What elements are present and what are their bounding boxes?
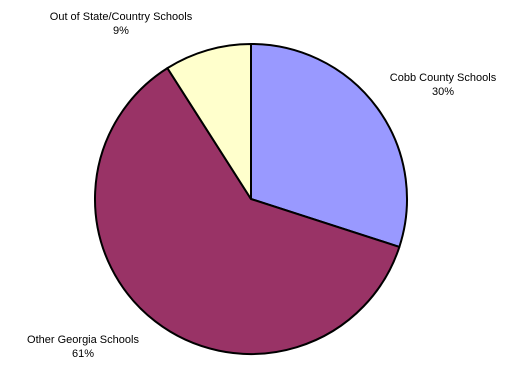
data-label-percent-cobb-county-schools: 30% — [432, 86, 454, 98]
data-label-percent-out-of-state-country-schools: 9% — [113, 25, 129, 37]
data-label-name-cobb-county-schools: Cobb County Schools — [390, 72, 497, 84]
pie-slice-cobb-county-schools — [250, 43, 408, 248]
pie-slice-other-georgia-schools — [94, 67, 401, 356]
data-label-name-out-of-state-country-schools: Out of State/Country Schools — [50, 11, 193, 23]
pie-slice-out-of-state-country-schools — [166, 43, 252, 200]
data-label-name-other-georgia-schools: Other Georgia Schools — [27, 334, 139, 346]
data-label-percent-other-georgia-schools: 61% — [72, 348, 94, 360]
